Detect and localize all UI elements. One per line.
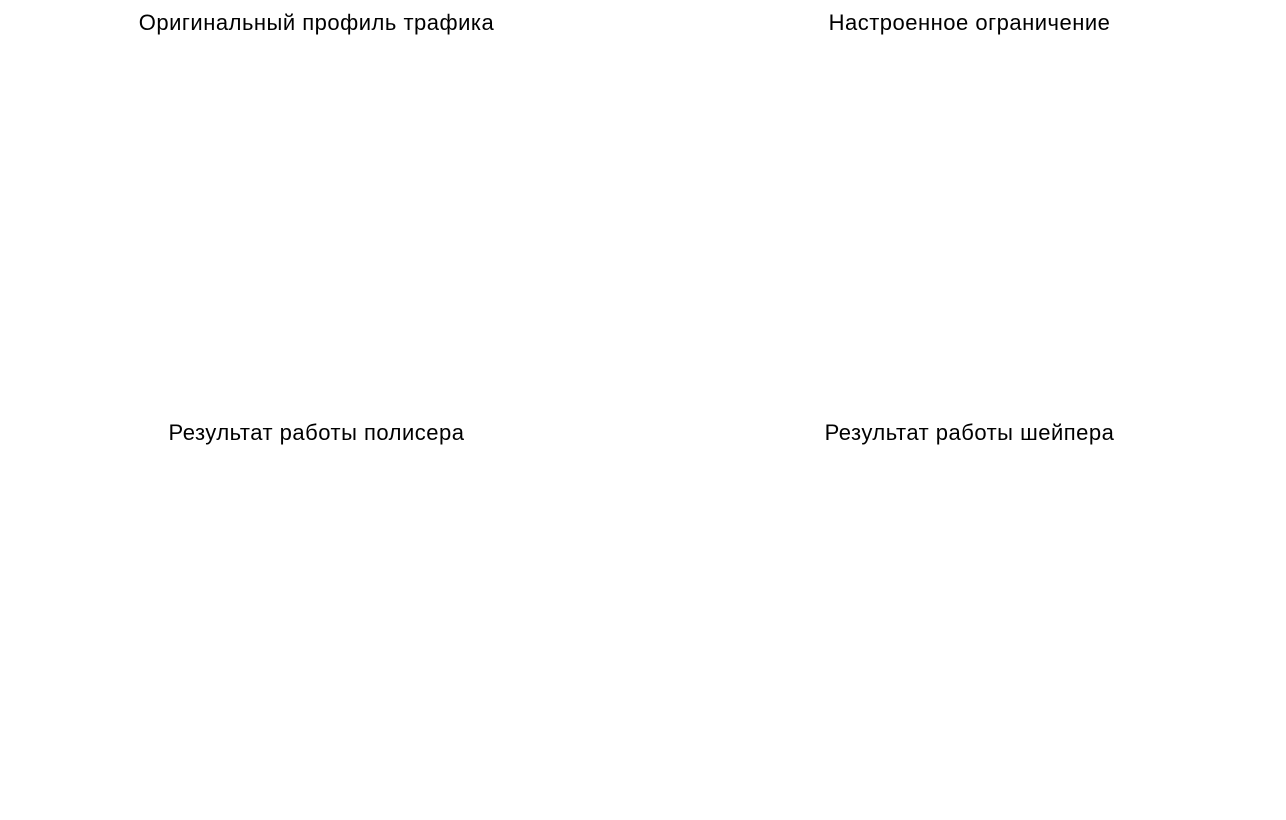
panel-title-original: Оригинальный профиль трафика [139,10,494,36]
svg-shaper [663,450,1276,810]
panel-original: Оригинальный профиль трафика [10,10,623,400]
panel-title-policer: Результат работы полисера [169,420,465,446]
chart-original [10,40,623,400]
chart-limit [663,40,1276,400]
panel-policer: Результат работы полисера [10,420,623,810]
svg-original [10,40,623,400]
chart-shaper [663,450,1276,810]
panel-shaper: Результат работы шейпера [663,420,1276,810]
svg-policer [10,450,623,810]
panel-title-shaper: Результат работы шейпера [825,420,1115,446]
svg-limit [663,40,1276,400]
chart-grid: Оригинальный профиль трафика Настроенное… [10,10,1276,810]
chart-policer [10,450,623,810]
panel-title-limit: Настроенное ограничение [829,10,1111,36]
panel-limit: Настроенное ограничение [663,10,1276,400]
